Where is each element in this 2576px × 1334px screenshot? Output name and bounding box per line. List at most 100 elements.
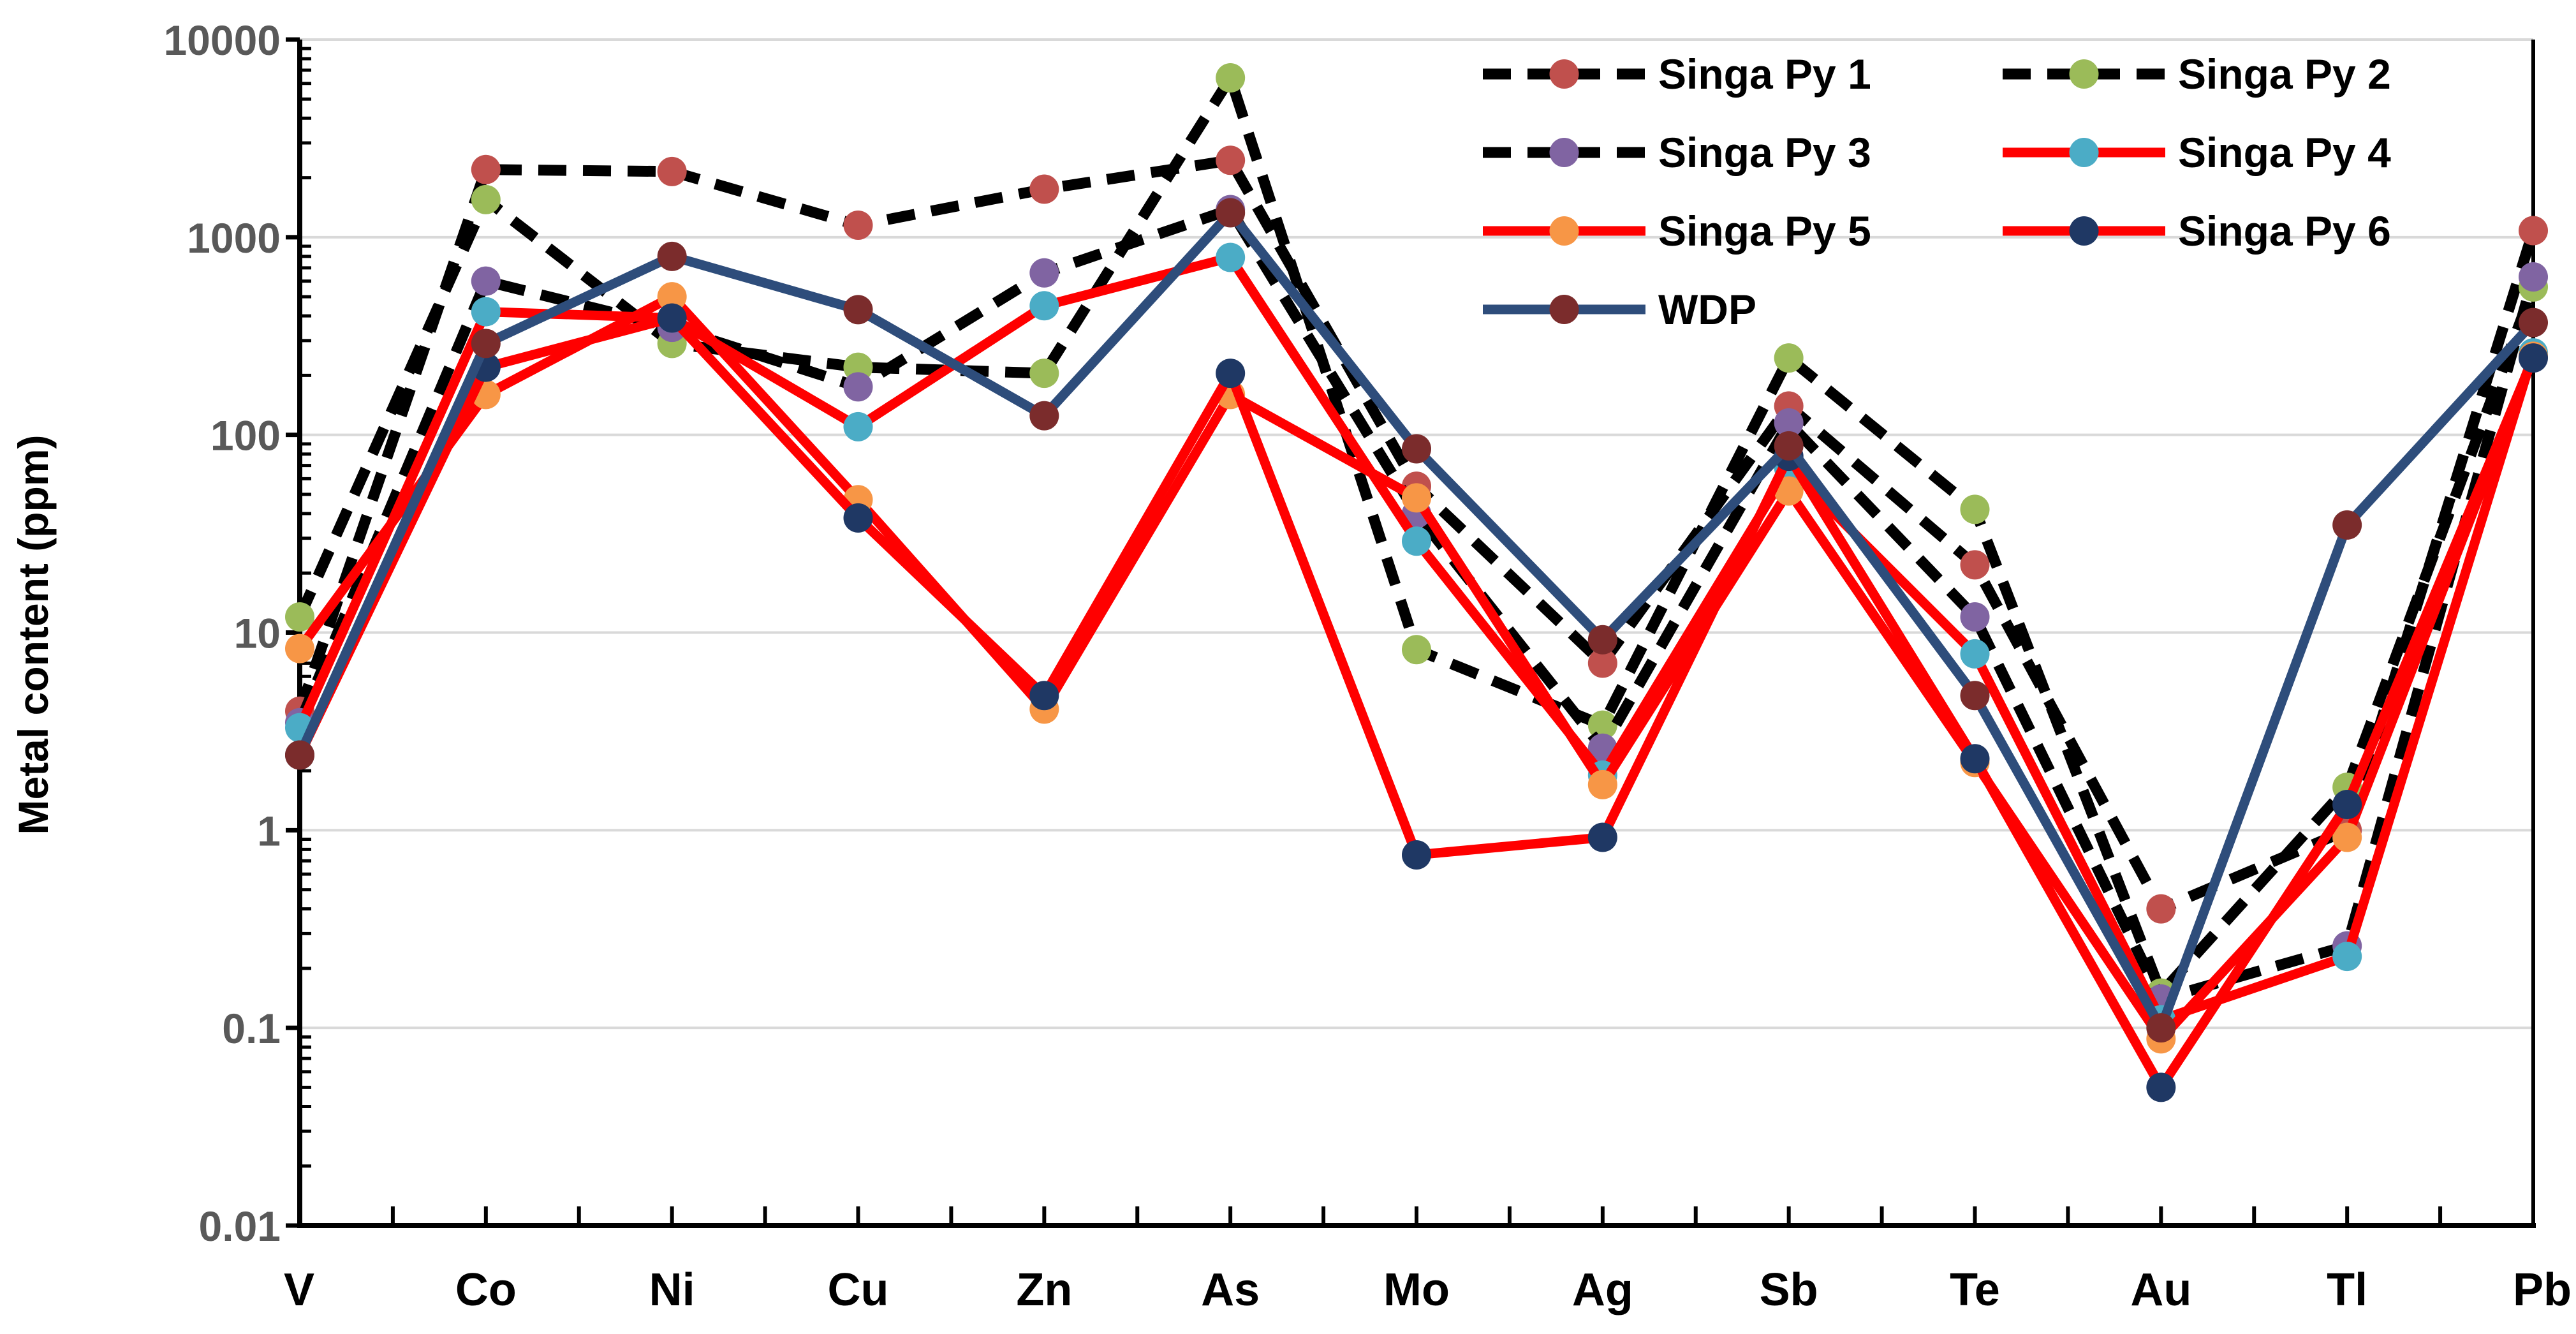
data-point bbox=[843, 503, 873, 533]
y-tick-label: 10 bbox=[234, 610, 281, 657]
series-line bbox=[295, 207, 2537, 1033]
x-tick-label: Co bbox=[455, 1264, 517, 1315]
y-tick-label: 0.01 bbox=[199, 1203, 281, 1250]
data-point bbox=[657, 282, 687, 312]
legend-label: WDP bbox=[1658, 286, 1756, 333]
legend-entry: Singa Py 5 bbox=[1483, 207, 1871, 255]
data-point bbox=[1774, 408, 1804, 438]
data-point bbox=[2332, 822, 2362, 852]
x-tick-label: Te bbox=[1950, 1264, 2000, 1315]
x-tick-label: Ni bbox=[649, 1264, 695, 1315]
data-point bbox=[1402, 526, 1431, 556]
data-point bbox=[1960, 639, 1990, 669]
data-point bbox=[1587, 648, 1617, 678]
data-point bbox=[1216, 198, 1246, 228]
y-tick-label: 1000 bbox=[187, 214, 281, 262]
x-tick-label: Pb bbox=[2513, 1264, 2572, 1315]
data-point bbox=[2519, 343, 2548, 373]
legend-marker bbox=[2069, 216, 2099, 246]
x-tick-label: As bbox=[1201, 1264, 1260, 1315]
x-tick-label: Sb bbox=[1760, 1264, 1818, 1315]
legend-entry: Singa Py 4 bbox=[2003, 129, 2391, 176]
legend-label: Singa Py 2 bbox=[2178, 50, 2391, 98]
data-point bbox=[1960, 744, 1990, 774]
data-point bbox=[1587, 625, 1617, 655]
y-tick-label: 10000 bbox=[163, 17, 281, 64]
data-point bbox=[471, 266, 501, 296]
data-point bbox=[1402, 434, 1431, 464]
data-point bbox=[1774, 343, 1804, 373]
data-point bbox=[1029, 291, 1059, 321]
legend-label: Singa Py 4 bbox=[2178, 129, 2391, 176]
data-point bbox=[1029, 258, 1059, 288]
x-tick-label: V bbox=[284, 1264, 314, 1315]
data-point bbox=[285, 740, 314, 770]
series-line bbox=[295, 313, 2538, 1092]
data-point bbox=[1960, 494, 1990, 524]
data-point bbox=[1029, 681, 1059, 711]
legend-label: Singa Py 5 bbox=[1658, 207, 1871, 255]
data-point bbox=[471, 297, 501, 327]
data-point bbox=[843, 295, 873, 325]
data-point bbox=[285, 634, 314, 663]
data-point bbox=[1960, 602, 1990, 632]
series-6 bbox=[285, 198, 2548, 1043]
data-point bbox=[2332, 942, 2362, 972]
legend-marker bbox=[2069, 138, 2099, 167]
data-point bbox=[2519, 216, 2548, 246]
y-axis-title: Metal content (ppm) bbox=[10, 435, 57, 835]
data-point bbox=[2146, 894, 2176, 924]
data-point bbox=[1029, 359, 1059, 389]
data-point bbox=[1216, 242, 1246, 272]
x-tick-label: Ag bbox=[1572, 1264, 1633, 1315]
data-point bbox=[657, 156, 687, 186]
data-point bbox=[1029, 174, 1059, 204]
legend-marker bbox=[1549, 138, 1579, 167]
data-point bbox=[843, 411, 873, 441]
x-tick-label: Mo bbox=[1383, 1264, 1450, 1315]
x-tick-label: Tl bbox=[2327, 1264, 2367, 1315]
x-tick-label: Au bbox=[2130, 1264, 2191, 1315]
legend-marker bbox=[1549, 216, 1579, 246]
data-point bbox=[1774, 431, 1804, 461]
x-tick-label: Zn bbox=[1016, 1264, 1072, 1315]
data-point bbox=[843, 211, 873, 241]
data-point bbox=[471, 329, 501, 359]
data-point bbox=[471, 154, 501, 184]
data-point bbox=[1029, 401, 1059, 431]
legend-label: Singa Py 1 bbox=[1658, 50, 1871, 98]
legend-entry: Singa Py 6 bbox=[2003, 207, 2391, 255]
data-point bbox=[1587, 822, 1617, 852]
data-point bbox=[1587, 769, 1617, 799]
data-point bbox=[2146, 1072, 2176, 1102]
legend-entry: Singa Py 2 bbox=[2003, 50, 2391, 98]
y-tick-label: 1 bbox=[257, 807, 281, 854]
data-point bbox=[1402, 483, 1431, 513]
data-point bbox=[1402, 635, 1431, 665]
data-point bbox=[1402, 840, 1431, 870]
legend-marker bbox=[2069, 59, 2099, 89]
data-point bbox=[1216, 63, 1246, 93]
data-point bbox=[2146, 1013, 2176, 1043]
legend-label: Singa Py 6 bbox=[2178, 207, 2391, 255]
y-tick-label: 100 bbox=[210, 412, 281, 459]
x-tick-label: Cu bbox=[828, 1264, 889, 1315]
data-point bbox=[1960, 550, 1990, 580]
data-point bbox=[2332, 510, 2362, 540]
legend-marker bbox=[1549, 59, 1579, 89]
legend-entry: WDP bbox=[1483, 286, 1756, 333]
legend: Singa Py 1 Singa Py 2 Singa Py 3 Singa Py 4… bbox=[1483, 50, 2391, 333]
legend-entry: Singa Py 1 bbox=[1483, 50, 1871, 98]
legend-label: Singa Py 3 bbox=[1658, 129, 1871, 176]
legend-entry: Singa Py 3 bbox=[1483, 129, 1871, 176]
data-point bbox=[471, 184, 501, 214]
data-point bbox=[1774, 476, 1804, 506]
y-tick-label: 0.1 bbox=[222, 1005, 281, 1052]
data-point bbox=[1216, 359, 1246, 389]
series-5 bbox=[285, 303, 2548, 1102]
data-point bbox=[2519, 262, 2548, 292]
data-point bbox=[843, 372, 873, 402]
data-point bbox=[657, 303, 687, 333]
series-1 bbox=[285, 63, 2548, 1008]
